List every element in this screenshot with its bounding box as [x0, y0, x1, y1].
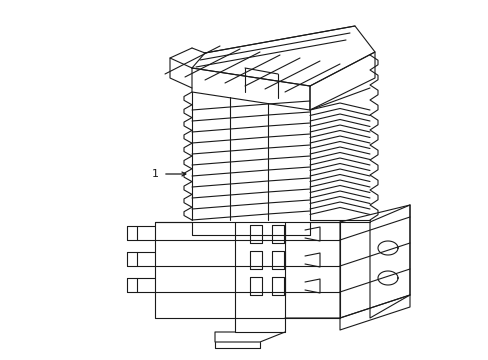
Text: 1: 1 [152, 169, 159, 179]
